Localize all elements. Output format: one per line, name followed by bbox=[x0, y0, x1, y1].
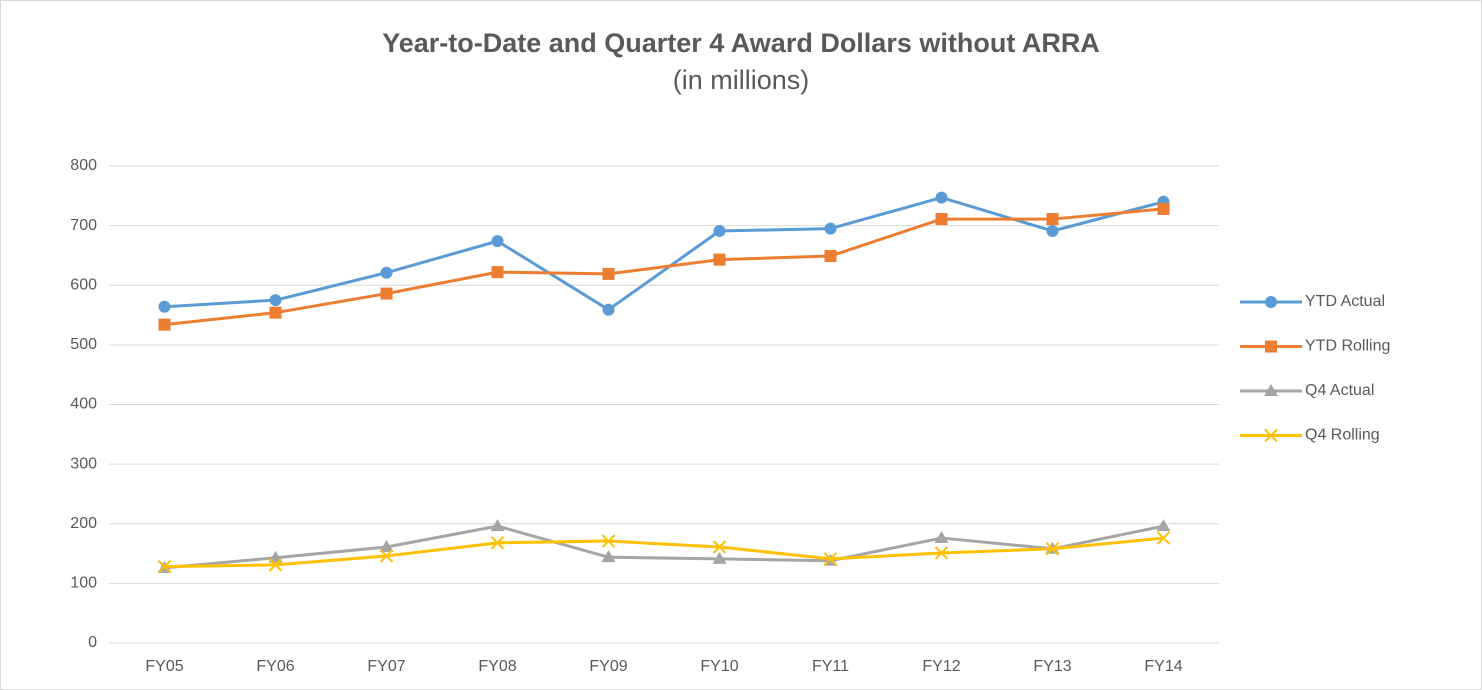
data-point bbox=[602, 267, 615, 280]
data-point bbox=[823, 552, 838, 566]
data-point bbox=[1157, 202, 1170, 215]
data-point bbox=[824, 250, 837, 263]
legend-marker bbox=[1265, 340, 1277, 353]
data-point bbox=[490, 536, 505, 550]
series-line bbox=[164, 207, 1164, 327]
legend-marker bbox=[1265, 296, 1277, 308]
legend-label: YTD Actual bbox=[1305, 293, 1385, 310]
data-point bbox=[157, 559, 172, 574]
data-point bbox=[601, 550, 616, 563]
data-point bbox=[269, 294, 282, 307]
data-point bbox=[1046, 224, 1059, 237]
data-point bbox=[712, 540, 727, 554]
data-point bbox=[380, 266, 393, 279]
x-tick-label: FY11 bbox=[812, 658, 849, 675]
x-tick-label: FY10 bbox=[700, 658, 738, 675]
data-point bbox=[491, 235, 504, 248]
data-point bbox=[712, 551, 727, 564]
data-point bbox=[158, 318, 171, 331]
y-tick-label: 700 bbox=[70, 217, 97, 234]
x-tick-label: FY08 bbox=[478, 658, 516, 675]
x-tick-label: FY09 bbox=[589, 658, 627, 675]
data-point bbox=[935, 213, 948, 226]
data-point bbox=[935, 191, 948, 204]
data-point bbox=[934, 546, 949, 560]
data-point bbox=[713, 253, 726, 266]
data-point bbox=[1045, 542, 1060, 556]
x-tick-label: FY14 bbox=[1144, 658, 1182, 675]
x-tick-label: FY12 bbox=[922, 658, 960, 675]
legend-marker bbox=[1264, 384, 1278, 396]
series-line bbox=[164, 536, 1164, 569]
chart-title: Year-to-Date and Quarter 4 Award Dollars… bbox=[382, 28, 1100, 58]
data-point bbox=[380, 287, 393, 300]
y-tick-label: 600 bbox=[70, 276, 97, 293]
chart-subtitle: (in millions) bbox=[673, 65, 810, 95]
data-point bbox=[1046, 213, 1059, 226]
legend-marker bbox=[1264, 428, 1278, 443]
data-point bbox=[268, 558, 283, 572]
data-point bbox=[490, 519, 505, 532]
y-tick-label: 800 bbox=[70, 157, 97, 174]
y-tick-label: 0 bbox=[88, 634, 97, 651]
y-tick-label: 200 bbox=[70, 515, 97, 532]
series-line bbox=[164, 524, 1164, 570]
data-point bbox=[268, 550, 283, 563]
x-tick-label: FY05 bbox=[145, 658, 183, 675]
data-point bbox=[601, 534, 616, 548]
legend-label: Q4 Rolling bbox=[1305, 427, 1380, 444]
legend-label: YTD Rolling bbox=[1305, 338, 1390, 355]
x-tick-label: FY07 bbox=[367, 658, 405, 675]
series-line bbox=[164, 196, 1164, 312]
data-point bbox=[379, 549, 394, 563]
data-point bbox=[934, 531, 949, 544]
y-tick-label: 300 bbox=[70, 455, 97, 472]
data-point bbox=[491, 266, 504, 279]
data-point bbox=[269, 306, 282, 319]
x-tick-label: FY13 bbox=[1033, 658, 1071, 675]
data-point bbox=[1156, 531, 1171, 545]
data-point bbox=[158, 300, 171, 313]
data-point bbox=[1156, 519, 1171, 532]
data-point bbox=[824, 222, 837, 235]
x-tick-label: FY06 bbox=[256, 658, 294, 675]
data-point bbox=[379, 540, 394, 553]
legend-label: Q4 Actual bbox=[1305, 382, 1374, 399]
y-tick-label: 400 bbox=[70, 396, 97, 413]
data-point bbox=[602, 303, 615, 316]
y-tick-label: 500 bbox=[70, 336, 97, 353]
y-tick-label: 100 bbox=[70, 575, 97, 592]
data-point bbox=[713, 224, 726, 237]
